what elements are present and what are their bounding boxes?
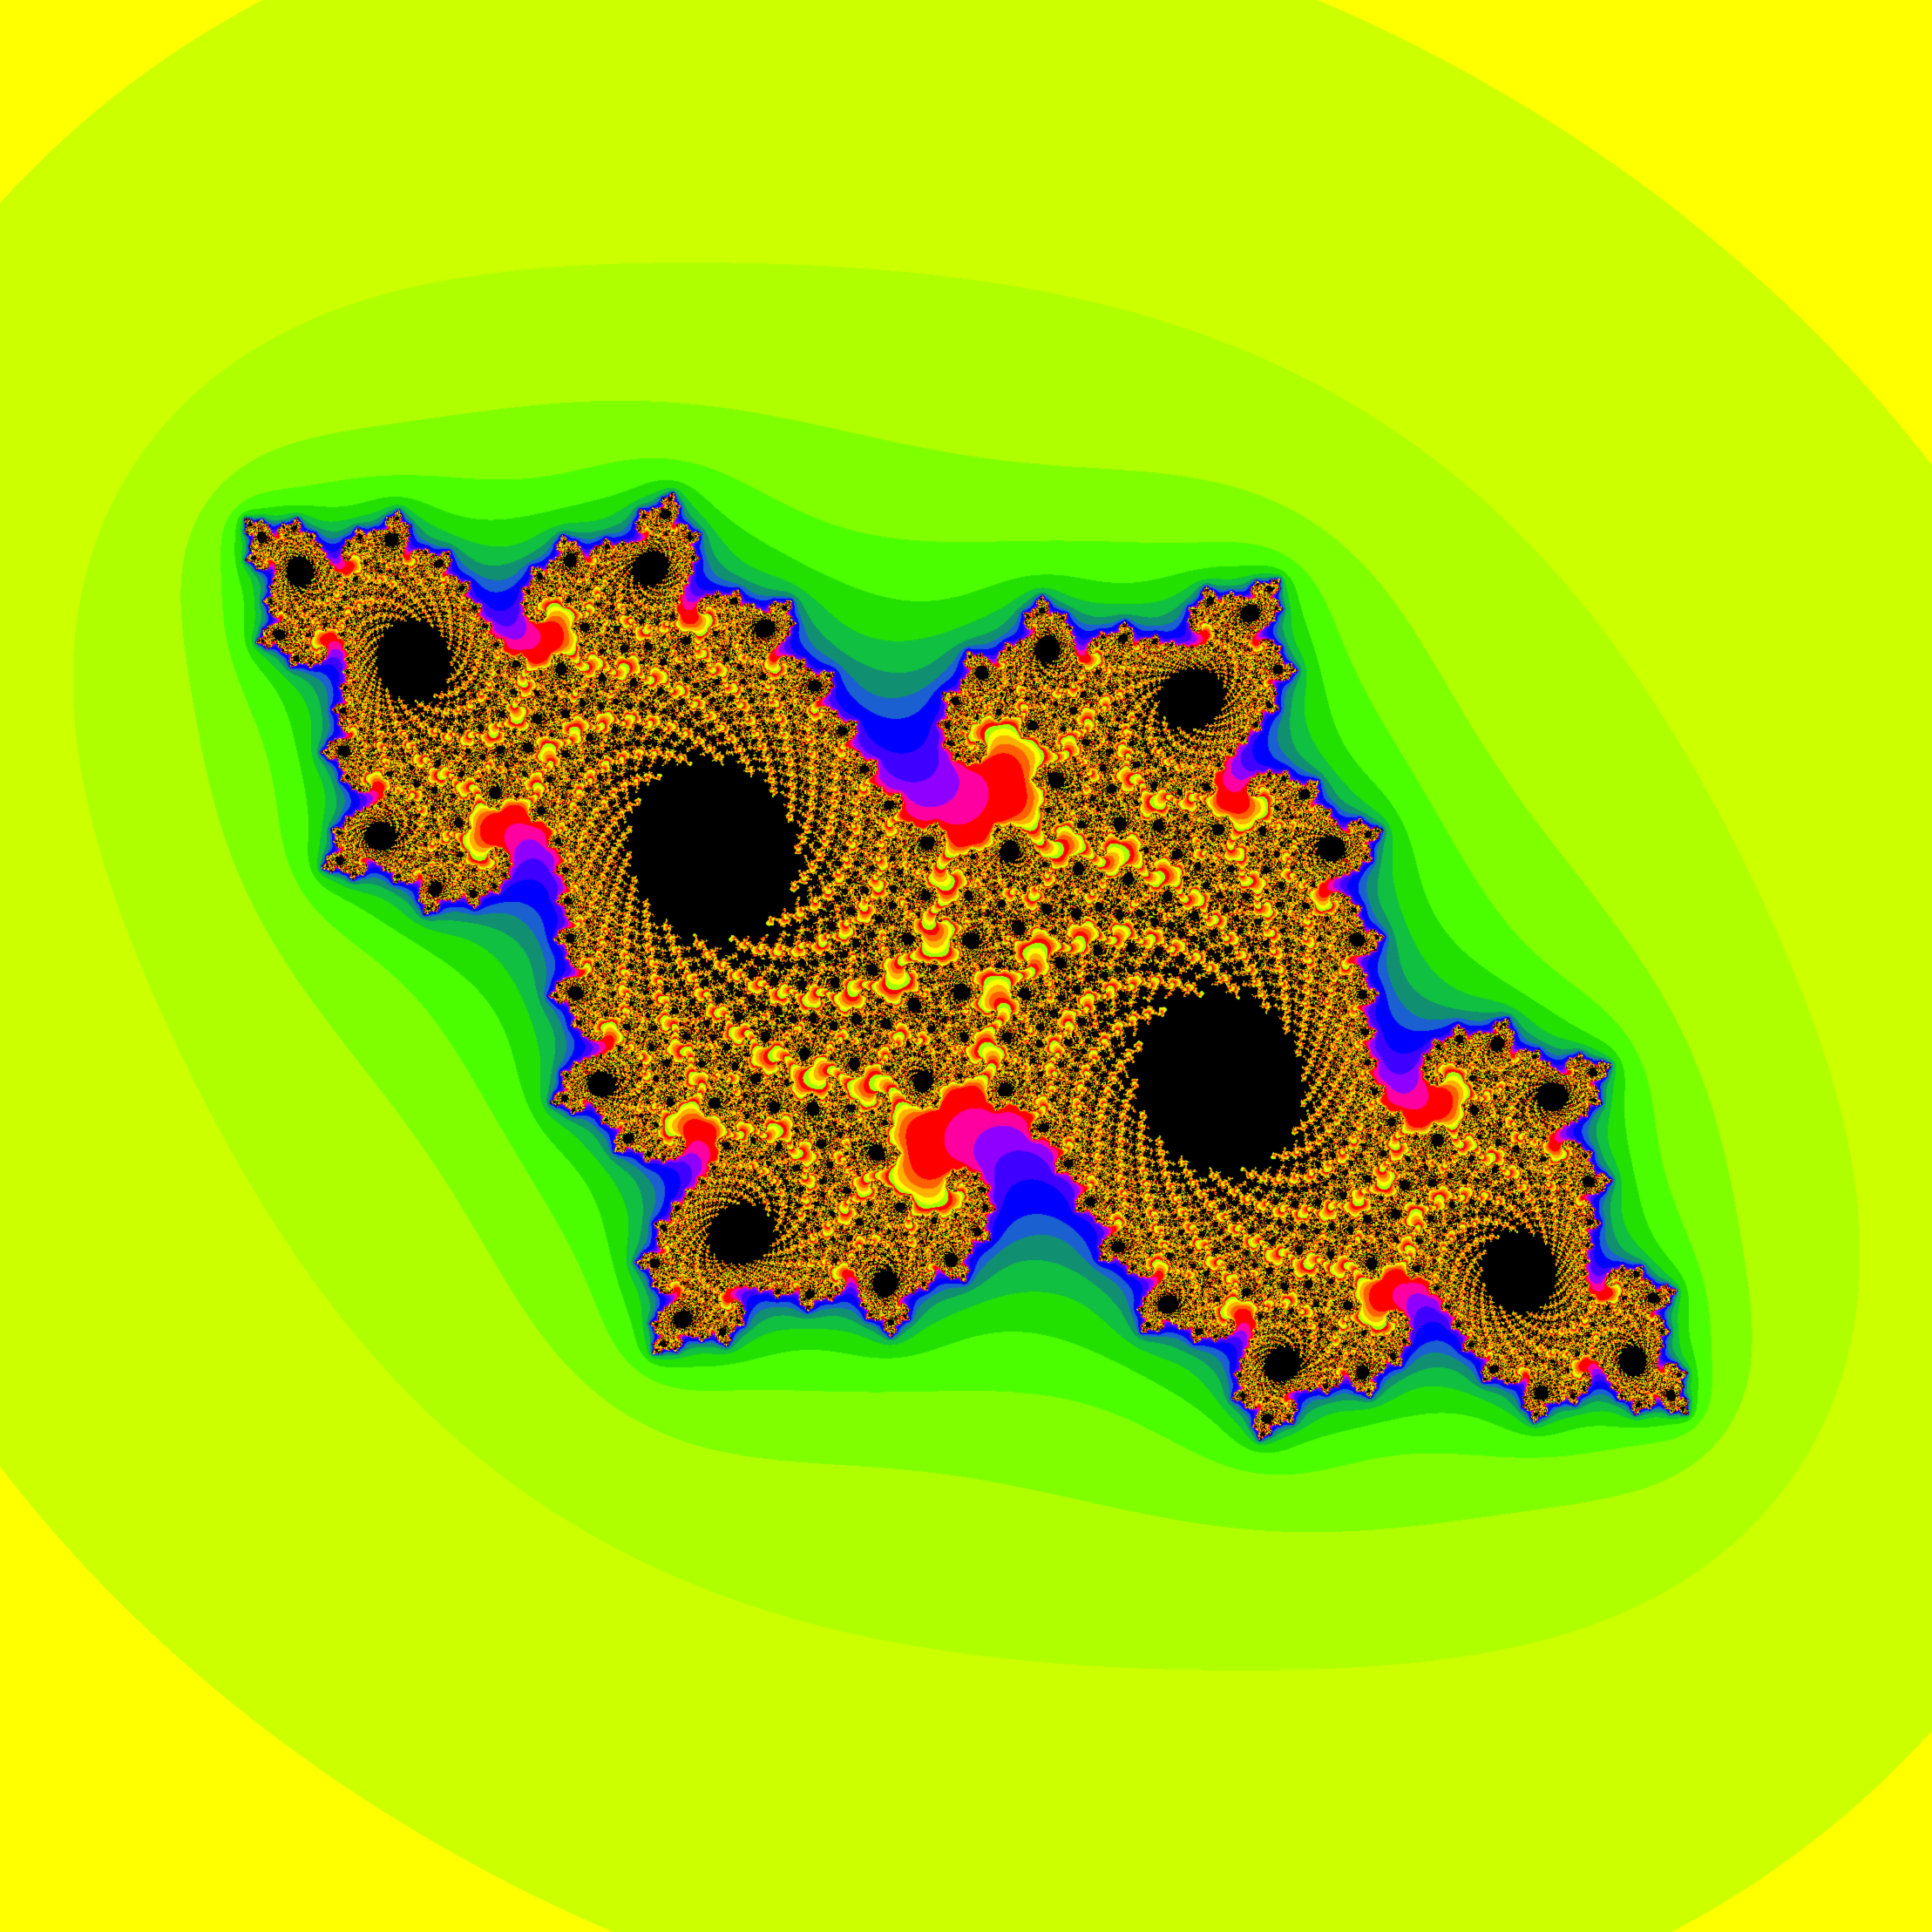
- julia-set-fractal-image: [0, 0, 1932, 1932]
